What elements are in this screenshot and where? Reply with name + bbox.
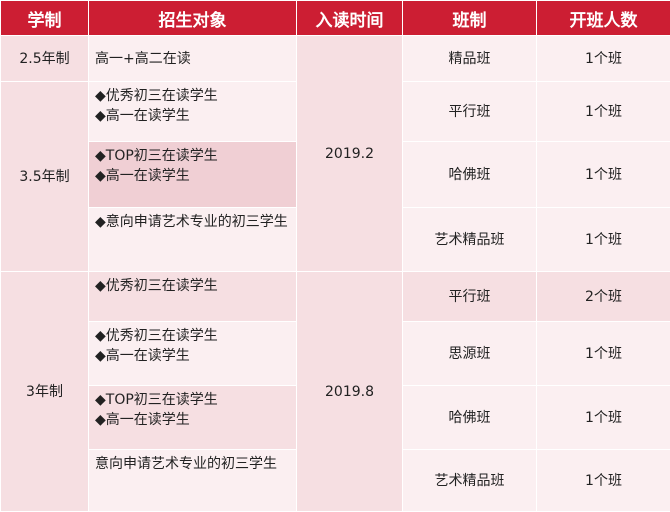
count-cell: 2个班 <box>536 271 670 322</box>
target-line: ◆高一在读学生 <box>95 108 190 124</box>
header-count: 开班人数 <box>536 0 670 36</box>
header-time: 入读时间 <box>296 0 403 36</box>
target-line: 高一+高二在读 <box>95 50 191 67</box>
target-line: ◆高一在读学生 <box>95 348 190 364</box>
target-line: ◆高一在读学生 <box>95 412 190 428</box>
target-line: ◆意向申请艺术专业的初三学生 <box>95 214 288 230</box>
target-cell: ◆优秀初三在读学生 ◆高一在读学生 <box>88 321 297 386</box>
system-cell: 2.5年制 <box>0 35 89 82</box>
class-type-cell: 思源班 <box>402 321 537 386</box>
target-cell: 意向申请艺术专业的初三学生 <box>88 449 297 512</box>
table-row: ◆TOP初三在读学生 ◆高一在读学生 哈佛班 1个班 <box>1 141 670 208</box>
table-row: 3.5年制 ◆优秀初三在读学生 ◆高一在读学生 平行班 1个班 <box>0 81 670 272</box>
table-row: 2.5年制 高一+高二在读 2019.2 精品班 1个班 <box>0 35 670 272</box>
header-class-type: 班制 <box>402 0 537 36</box>
class-type-cell: 哈佛班 <box>402 141 537 208</box>
target-cell: ◆TOP初三在读学生 ◆高一在读学生 <box>88 141 297 208</box>
system-cell: 3年制 <box>0 271 89 512</box>
time-cell: 2019.2 <box>296 35 403 272</box>
count-cell: 1个班 <box>536 141 670 208</box>
target-cell: ◆意向申请艺术专业的初三学生 <box>88 207 297 272</box>
class-type-cell: 平行班 <box>402 271 537 322</box>
table-row: ◆TOP初三在读学生 ◆高一在读学生 哈佛班 1个班 <box>1 385 670 450</box>
class-type-cell: 艺术精品班 <box>402 207 537 272</box>
class-type-cell: 哈佛班 <box>402 385 537 450</box>
table-row: ◆优秀初三在读学生 ◆高一在读学生 思源班 1个班 <box>1 321 670 386</box>
target-cell: 高一+高二在读 <box>88 35 297 82</box>
class-type-cell: 精品班 <box>402 35 537 82</box>
target-line: ◆TOP初三在读学生 <box>95 392 218 408</box>
count-cell: 1个班 <box>536 207 670 272</box>
table-row: 3年制 ◆优秀初三在读学生 2019.8 平行班 2个班 <box>0 271 670 512</box>
target-line: ◆优秀初三在读学生 <box>95 278 218 294</box>
count-cell: 1个班 <box>536 81 670 142</box>
count-cell: 1个班 <box>536 449 670 512</box>
system-cell: 3.5年制 <box>0 81 89 272</box>
time-cell: 2019.8 <box>296 271 403 512</box>
target-cell: ◆优秀初三在读学生 ◆高一在读学生 <box>88 81 297 142</box>
target-line: ◆优秀初三在读学生 <box>95 328 218 344</box>
count-cell: 1个班 <box>536 321 670 386</box>
target-line: 意向申请艺术专业的初三学生 <box>95 456 277 472</box>
target-line: ◆高一在读学生 <box>95 168 190 184</box>
target-line: ◆TOP初三在读学生 <box>95 148 218 164</box>
header-target: 招生对象 <box>88 0 297 36</box>
target-cell: ◆TOP初三在读学生 ◆高一在读学生 <box>88 385 297 450</box>
header-system: 学制 <box>0 0 89 36</box>
count-cell: 1个班 <box>536 35 670 82</box>
target-cell: ◆优秀初三在读学生 <box>88 271 297 322</box>
count-cell: 1个班 <box>536 385 670 450</box>
target-line: ◆优秀初三在读学生 <box>95 88 218 104</box>
header-row: 学制 招生对象 入读时间 班制 开班人数 <box>0 0 670 36</box>
class-type-cell: 平行班 <box>402 81 537 142</box>
table-row: 意向申请艺术专业的初三学生 艺术精品班 1个班 <box>1 449 670 512</box>
class-type-cell: 艺术精品班 <box>402 449 537 512</box>
